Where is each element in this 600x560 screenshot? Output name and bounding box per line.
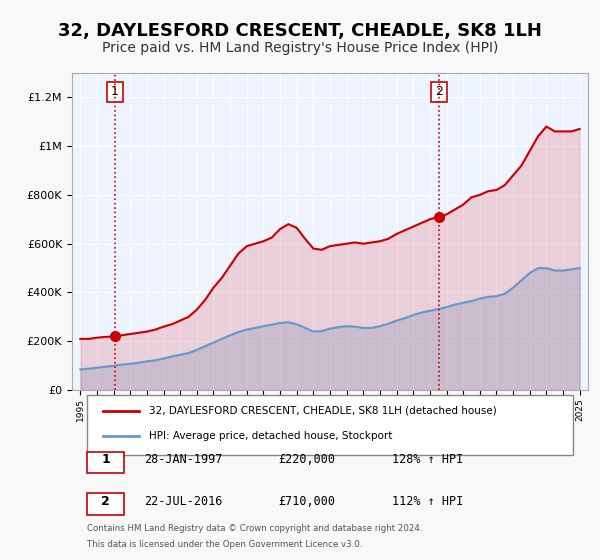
Text: 28-JAN-1997: 28-JAN-1997 [144, 454, 223, 466]
Text: 112% ↑ HPI: 112% ↑ HPI [392, 494, 463, 508]
Text: This data is licensed under the Open Government Licence v3.0.: This data is licensed under the Open Gov… [88, 539, 363, 549]
Text: 32, DAYLESFORD CRESCENT, CHEADLE, SK8 1LH (detached house): 32, DAYLESFORD CRESCENT, CHEADLE, SK8 1L… [149, 406, 497, 416]
Text: 1: 1 [101, 454, 110, 466]
Text: 2: 2 [101, 494, 110, 508]
FancyBboxPatch shape [88, 395, 572, 455]
Text: 2: 2 [435, 85, 443, 99]
Text: 32, DAYLESFORD CRESCENT, CHEADLE, SK8 1LH: 32, DAYLESFORD CRESCENT, CHEADLE, SK8 1L… [58, 22, 542, 40]
Text: Contains HM Land Registry data © Crown copyright and database right 2024.: Contains HM Land Registry data © Crown c… [88, 524, 423, 533]
Text: HPI: Average price, detached house, Stockport: HPI: Average price, detached house, Stoc… [149, 431, 393, 441]
Text: 22-JUL-2016: 22-JUL-2016 [144, 494, 223, 508]
Text: £710,000: £710,000 [278, 494, 335, 508]
Text: 1: 1 [111, 85, 119, 99]
Text: 128% ↑ HPI: 128% ↑ HPI [392, 454, 463, 466]
Text: £220,000: £220,000 [278, 454, 335, 466]
FancyBboxPatch shape [88, 493, 124, 515]
FancyBboxPatch shape [88, 452, 124, 473]
Text: Price paid vs. HM Land Registry's House Price Index (HPI): Price paid vs. HM Land Registry's House … [102, 41, 498, 55]
